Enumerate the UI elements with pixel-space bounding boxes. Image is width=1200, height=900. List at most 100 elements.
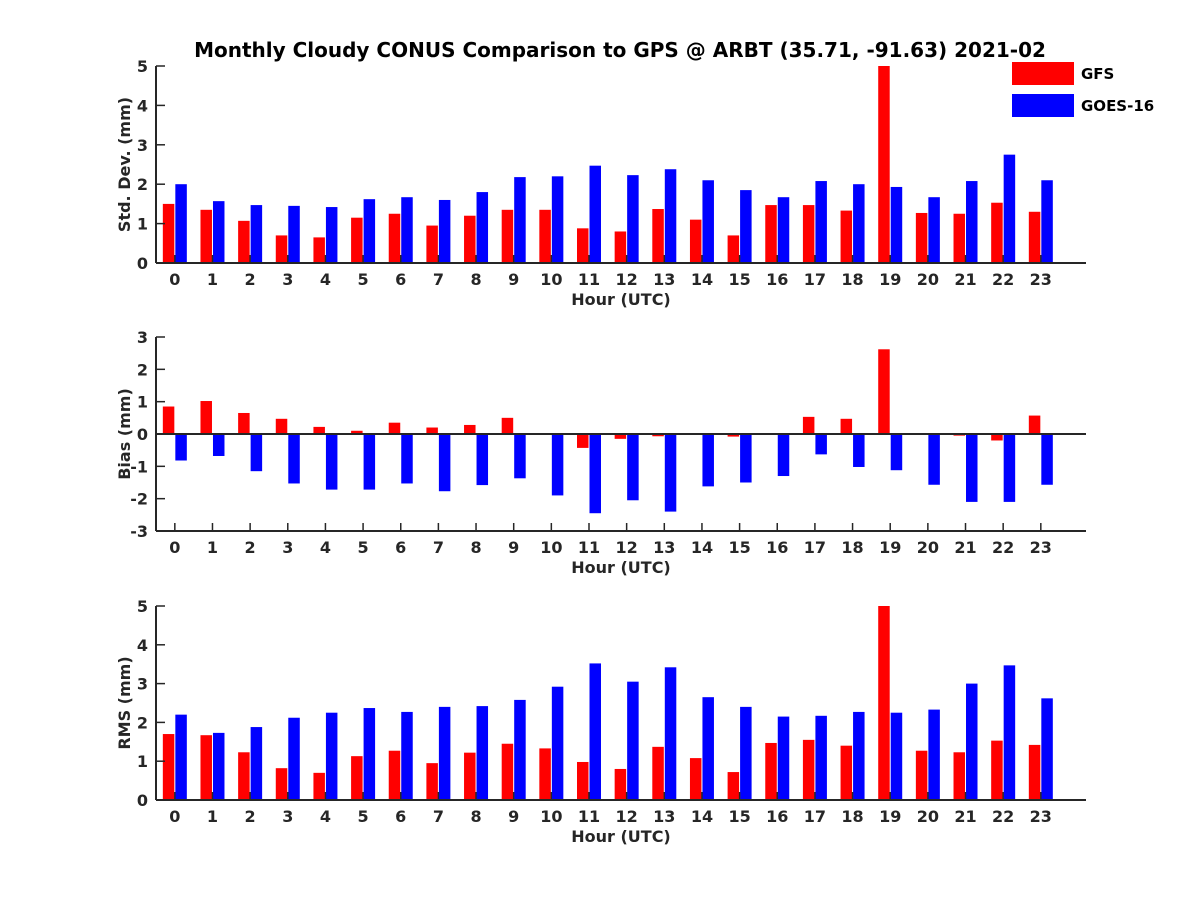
bar-goes-16-hour-8 <box>476 434 489 486</box>
bar-gfs-hour-7 <box>426 225 438 263</box>
bar-gfs-hour-5 <box>351 217 363 263</box>
x-tick-label: 9 <box>508 807 519 826</box>
bar-goes-16-hour-11 <box>589 165 601 263</box>
bar-goes-16-hour-0 <box>175 434 187 461</box>
y-tick-label: 3 <box>137 328 148 347</box>
bar-goes-16-hour-6 <box>401 711 413 800</box>
x-tick-label: 23 <box>1030 270 1052 289</box>
x-tick-label: 7 <box>433 270 444 289</box>
x-tick-label: 6 <box>395 270 406 289</box>
bar-goes-16-hour-9 <box>514 177 526 263</box>
x-tick-label: 13 <box>653 538 675 557</box>
bar-goes-16-hour-5 <box>363 199 376 263</box>
bar-gfs-hour-9 <box>501 209 514 263</box>
bar-gfs-hour-19 <box>878 66 890 263</box>
x-tick-label: 2 <box>245 270 256 289</box>
y-axis-label: Std. Dev. (mm) <box>115 97 134 232</box>
y-tick-label: 1 <box>137 393 148 412</box>
y-tick-label: 2 <box>137 713 148 732</box>
bar-gfs-hour-1 <box>200 209 212 263</box>
bar-gfs-hour-22 <box>991 740 1003 800</box>
bar-gfs-hour-15 <box>727 772 740 800</box>
bar-gfs-hour-22 <box>991 202 1003 263</box>
x-tick-label: 14 <box>691 807 713 826</box>
x-tick-label: 3 <box>282 270 293 289</box>
x-tick-label: 10 <box>540 538 562 557</box>
bar-goes-16-hour-22 <box>1003 665 1016 800</box>
bar-goes-16-hour-19 <box>890 712 903 800</box>
bar-gfs-hour-0 <box>162 203 175 263</box>
y-tick-label: 1 <box>137 215 148 234</box>
bar-gfs-hour-23 <box>1028 415 1041 434</box>
x-tick-label: 9 <box>508 270 519 289</box>
bar-goes-16-hour-15 <box>740 434 752 483</box>
bar-goes-16-hour-1 <box>212 732 225 800</box>
bar-goes-16-hour-15 <box>740 190 752 263</box>
bar-gfs-hour-6 <box>388 213 401 263</box>
bar-gfs-hour-12 <box>614 768 627 800</box>
x-tick-label: 6 <box>395 538 406 557</box>
x-tick-label: 18 <box>841 538 863 557</box>
bar-gfs-hour-1 <box>200 735 212 800</box>
bar-goes-16-hour-3 <box>288 434 300 484</box>
x-tick-label: 0 <box>169 270 180 289</box>
bar-goes-16-hour-23 <box>1041 434 1053 485</box>
bar-goes-16-hour-14 <box>702 434 714 487</box>
bar-gfs-hour-21 <box>953 213 966 263</box>
x-tick-label: 5 <box>358 270 369 289</box>
bar-gfs-hour-19 <box>878 606 890 800</box>
y-tick-label: 2 <box>137 175 148 194</box>
bar-goes-16-hour-12 <box>627 681 639 800</box>
bar-goes-16-hour-1 <box>212 434 225 456</box>
x-tick-label: 3 <box>282 538 293 557</box>
y-axis-label: Bias (mm) <box>115 388 134 480</box>
y-tick-label: 4 <box>137 636 148 655</box>
bar-gfs-hour-11 <box>577 228 589 263</box>
bar-goes-16-hour-20 <box>928 709 940 800</box>
y-tick-label: 2 <box>137 360 148 379</box>
x-tick-label: 7 <box>433 538 444 557</box>
x-tick-label: 8 <box>470 270 481 289</box>
bar-goes-16-hour-8 <box>476 192 489 263</box>
bar-gfs-hour-23 <box>1028 744 1041 800</box>
bar-goes-16-hour-2 <box>250 727 263 800</box>
bar-goes-16-hour-11 <box>589 663 601 800</box>
bar-goes-16-hour-14 <box>702 180 714 263</box>
x-axis-label: Hour (UTC) <box>571 827 671 846</box>
x-tick-label: 21 <box>954 270 976 289</box>
bar-gfs-hour-14 <box>689 219 702 263</box>
y-tick-label: 5 <box>137 57 148 76</box>
bar-goes-16-hour-13 <box>664 434 677 512</box>
y-tick-label: 0 <box>137 254 148 273</box>
bar-gfs-hour-22 <box>991 434 1003 441</box>
bar-goes-16-hour-6 <box>401 434 413 484</box>
x-tick-label: 3 <box>282 807 293 826</box>
x-tick-label: 14 <box>691 270 713 289</box>
bar-gfs-hour-17 <box>802 416 815 434</box>
bar-gfs-hour-2 <box>238 220 250 263</box>
bar-gfs-hour-13 <box>652 434 664 437</box>
bar-gfs-hour-10 <box>539 209 551 263</box>
bar-gfs-hour-11 <box>577 761 589 800</box>
x-tick-label: 4 <box>320 270 331 289</box>
bar-gfs-hour-3 <box>275 768 288 800</box>
bar-gfs-hour-0 <box>162 406 175 434</box>
bar-goes-16-hour-13 <box>664 667 677 800</box>
bar-goes-16-hour-19 <box>890 186 903 263</box>
bar-gfs-hour-15 <box>727 434 740 437</box>
bar-gfs-hour-16 <box>765 742 777 800</box>
bar-gfs-hour-10 <box>539 748 551 800</box>
bar-goes-16-hour-6 <box>401 197 413 263</box>
bar-goes-16-hour-22 <box>1003 154 1016 263</box>
x-tick-label: 1 <box>207 538 218 557</box>
x-tick-label: 4 <box>320 807 331 826</box>
legend-swatch-goes-16 <box>1012 94 1074 117</box>
bar-gfs-hour-5 <box>351 756 363 800</box>
y-tick-label: 3 <box>137 136 148 155</box>
bar-goes-16-hour-16 <box>777 716 790 800</box>
chart-title: Monthly Cloudy CONUS Comparison to GPS @… <box>194 38 1046 62</box>
x-tick-label: 20 <box>917 807 939 826</box>
series-gfs <box>162 349 1041 448</box>
bar-goes-16-hour-13 <box>664 169 677 263</box>
